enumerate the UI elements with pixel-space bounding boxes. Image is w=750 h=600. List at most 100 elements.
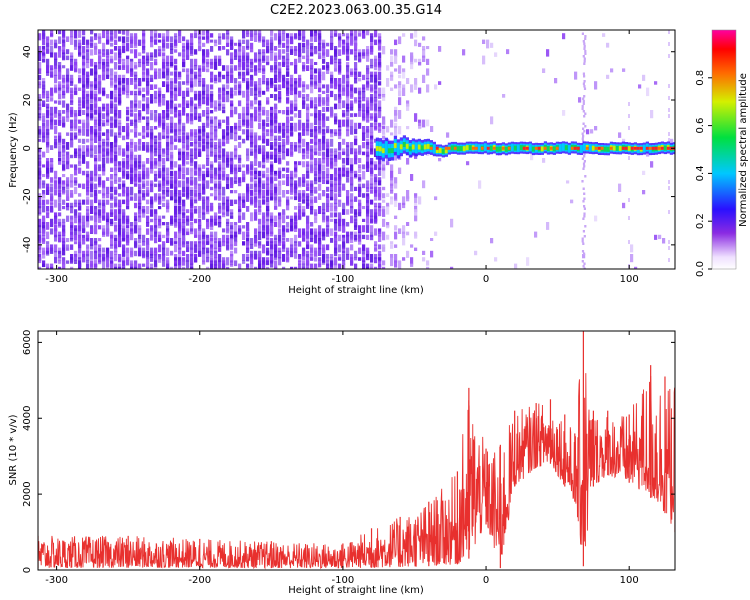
heatmap-cell (610, 68, 614, 73)
heatmap-cell (150, 151, 154, 159)
heatmap-cell (270, 113, 274, 120)
heatmap-cell (94, 263, 98, 269)
heatmap-cell (54, 58, 58, 66)
heatmap-cell (174, 113, 178, 118)
heatmap-cell (606, 42, 610, 48)
heatmap-cell (266, 177, 270, 185)
top-x-tick-label: 100 (620, 274, 639, 285)
heatmap-cell (114, 78, 118, 84)
heatmap-cell (158, 119, 162, 126)
carrier-layer (450, 145, 454, 151)
heatmap-cell (330, 154, 334, 161)
heatmap-cell (118, 132, 122, 138)
heatmap-cell (210, 151, 214, 157)
heatmap-cell (338, 234, 342, 242)
heatmap-cell (186, 177, 190, 184)
heatmap-cell (46, 49, 50, 54)
heatmap-cell (46, 65, 50, 73)
heatmap-cell (374, 164, 378, 171)
heatmap-cell (374, 119, 378, 125)
heatmap-cell (282, 215, 286, 224)
heatmap-cell (58, 138, 62, 146)
heatmap-cell (218, 186, 222, 195)
heatmap-cell (286, 129, 290, 134)
heatmap-cell (146, 266, 150, 269)
heatmap-streak (628, 114, 630, 118)
carrier-layer (501, 146, 505, 150)
heatmap-cell (186, 161, 190, 165)
heatmap-cell (234, 126, 238, 131)
heatmap-cell (358, 30, 362, 35)
heatmap-cell (170, 78, 174, 83)
heatmap-cell (230, 87, 234, 92)
heatmap-cell (174, 90, 178, 97)
heatmap-cell (94, 145, 98, 155)
heatmap-cell (334, 199, 338, 205)
heatmap-cell (222, 241, 226, 247)
heatmap-cell (314, 212, 318, 220)
heatmap-cell (250, 177, 254, 183)
heatmap-cell (222, 234, 226, 243)
heatmap-cell (70, 234, 74, 240)
heatmap-cell (282, 228, 286, 238)
heatmap-cell (50, 183, 54, 187)
heatmap-cell (298, 122, 302, 131)
heatmap-cell (222, 97, 226, 103)
heatmap-cell (142, 94, 146, 98)
heatmap-cell (638, 84, 642, 89)
heatmap-cell (94, 71, 98, 78)
heatmap-cell (318, 145, 322, 152)
heatmap-cell (162, 196, 166, 202)
heatmap-cell (402, 202, 406, 209)
heatmap-cell (230, 90, 234, 97)
carrier-layer (483, 143, 487, 152)
heatmap-cell (310, 129, 314, 133)
heatmap-cell (122, 74, 126, 82)
heatmap-cell (190, 106, 194, 113)
heatmap-cell (174, 260, 178, 264)
heatmap-cell (262, 228, 266, 233)
heatmap-cell (350, 49, 354, 55)
heatmap-cell (70, 260, 74, 264)
heatmap-cell (170, 218, 174, 226)
heatmap-cell (650, 161, 654, 168)
heatmap-cell (94, 257, 98, 261)
heatmap-cell (198, 90, 202, 97)
heatmap-cell (246, 254, 250, 258)
heatmap-cell (270, 42, 274, 51)
heatmap-cell (382, 170, 386, 179)
heatmap-cell (118, 55, 122, 62)
heatmap-cell (106, 52, 110, 58)
heatmap-cell (254, 52, 258, 62)
heatmap-cell (254, 209, 258, 213)
heatmap-cell (286, 97, 290, 104)
heatmap-cell (258, 68, 262, 73)
heatmap-cell (194, 228, 198, 238)
heatmap-cell (166, 36, 170, 42)
heatmap-cell (342, 33, 346, 37)
heatmap-cell (106, 247, 110, 254)
heatmap-cell (142, 65, 146, 70)
heatmap-cell (306, 58, 310, 64)
heatmap-cell (86, 84, 90, 88)
heatmap-cell (374, 244, 378, 251)
heatmap-cell (210, 126, 214, 135)
heatmap-cell (294, 174, 298, 179)
heatmap-cell (266, 206, 270, 212)
heatmap-cell (294, 228, 298, 232)
heatmap-cell (134, 100, 138, 107)
heatmap-cell (302, 84, 306, 88)
heatmap-cell (54, 119, 58, 126)
heatmap-cell (370, 87, 374, 93)
heatmap-cell (146, 97, 150, 104)
colorbar-ticks: 0.00.20.40.60.8 (695, 70, 712, 277)
heatmap-cell (94, 196, 98, 204)
heatmap-cell (514, 263, 518, 269)
heatmap-cell (258, 206, 262, 212)
heatmap-cell (374, 116, 378, 122)
heatmap-cell (122, 135, 126, 141)
heatmap-cell (246, 231, 250, 237)
heatmap-cell (90, 58, 94, 67)
carrier-layer (609, 146, 613, 150)
